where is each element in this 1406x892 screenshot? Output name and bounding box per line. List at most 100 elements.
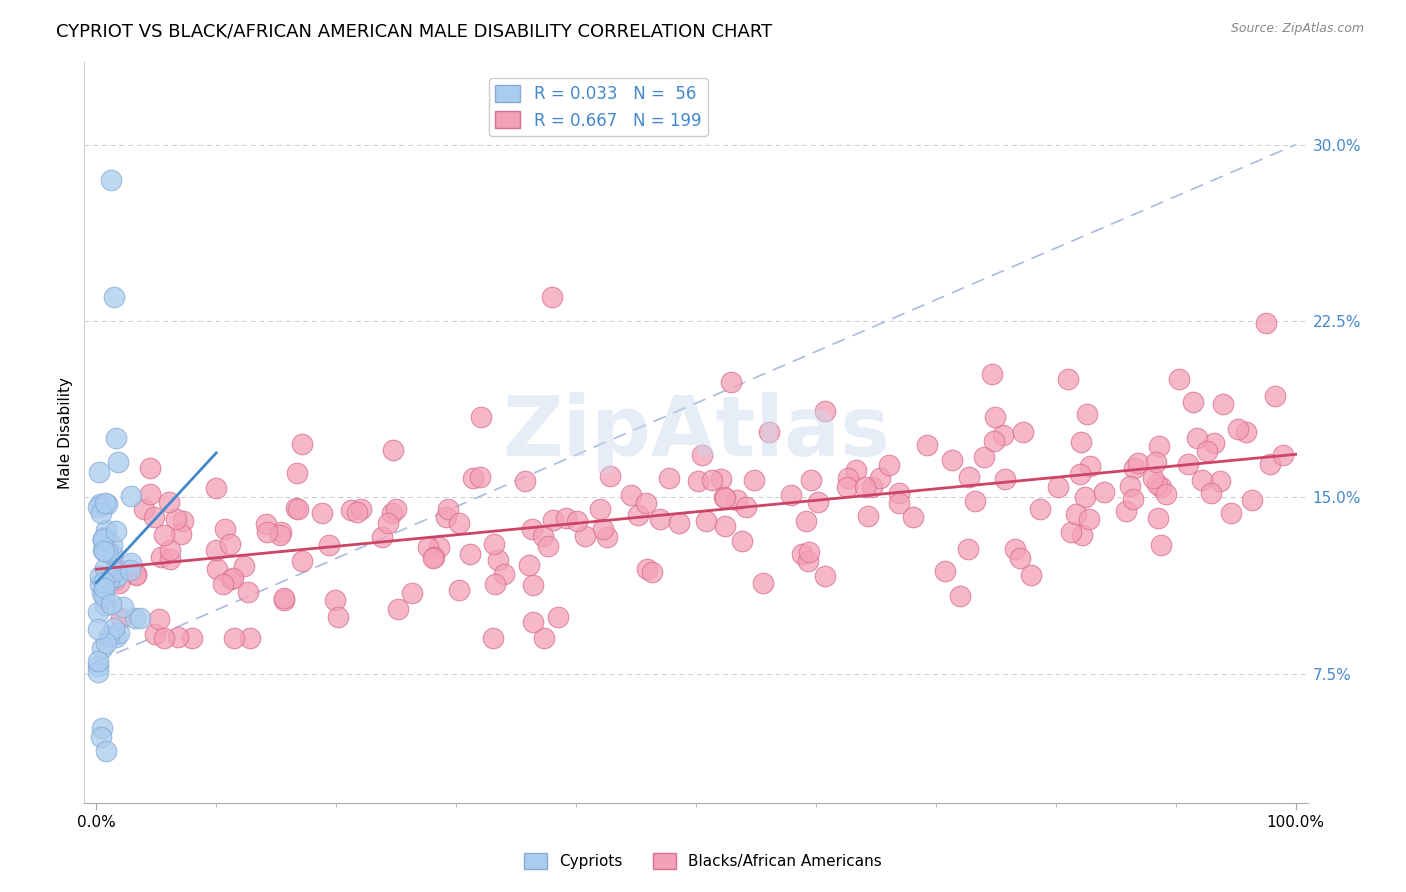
- Point: [1021, 568, 1043, 582]
- Point: [1144, 455, 1167, 469]
- Legend: Cypriots, Blacks/African Americans: Cypriots, Blacks/African Americans: [517, 847, 889, 875]
- Point: [714, 519, 737, 533]
- Point: [124, 567, 146, 582]
- Point: [1271, 449, 1294, 463]
- Point: [291, 437, 314, 451]
- Point: [690, 448, 713, 462]
- Point: [807, 495, 830, 509]
- Point: [853, 480, 876, 494]
- Point: [91, 721, 114, 735]
- Point: [657, 471, 679, 485]
- Point: [533, 632, 555, 646]
- Point: [97, 573, 120, 587]
- Point: [153, 632, 176, 646]
- Point: [350, 502, 373, 516]
- Point: [107, 562, 129, 576]
- Point: [93, 581, 115, 595]
- Point: [1128, 456, 1150, 470]
- Point: [860, 480, 883, 494]
- Point: [903, 509, 925, 524]
- Point: [522, 578, 544, 592]
- Point: [449, 582, 471, 597]
- Point: [165, 512, 187, 526]
- Point: [120, 556, 142, 570]
- Point: [205, 481, 228, 495]
- Point: [416, 541, 439, 555]
- Point: [1258, 457, 1281, 471]
- Point: [1264, 389, 1286, 403]
- Point: [381, 507, 404, 521]
- Point: [1209, 474, 1232, 488]
- Point: [1070, 527, 1092, 541]
- Point: [287, 501, 309, 516]
- Point: [181, 632, 204, 646]
- Point: [222, 632, 245, 646]
- Point: [437, 501, 460, 516]
- Point: [96, 545, 118, 559]
- Point: [104, 574, 127, 588]
- Point: [1212, 397, 1234, 411]
- Point: [270, 525, 292, 540]
- Point: [1227, 422, 1250, 436]
- Point: [879, 458, 901, 473]
- Point: [797, 545, 820, 559]
- Point: [107, 455, 129, 469]
- Point: [1241, 493, 1264, 508]
- Point: [1181, 395, 1204, 409]
- Point: [845, 463, 868, 477]
- Point: [486, 553, 509, 567]
- Point: [752, 576, 775, 591]
- Point: [120, 489, 142, 503]
- Point: [1073, 490, 1095, 504]
- Point: [94, 599, 117, 613]
- Point: [86, 622, 108, 636]
- Point: [463, 471, 485, 485]
- Point: [107, 576, 129, 591]
- Point: [537, 539, 560, 553]
- Y-axis label: Male Disability: Male Disability: [58, 376, 73, 489]
- Point: [256, 517, 278, 532]
- Point: [700, 473, 723, 487]
- Point: [212, 577, 235, 591]
- Point: [688, 474, 710, 488]
- Point: [627, 508, 650, 523]
- Point: [735, 500, 758, 515]
- Point: [1191, 473, 1213, 487]
- Point: [1142, 471, 1164, 485]
- Point: [957, 470, 980, 484]
- Point: [1029, 501, 1052, 516]
- Point: [108, 626, 131, 640]
- Point: [468, 470, 491, 484]
- Point: [1256, 316, 1278, 330]
- Point: [963, 494, 986, 508]
- Point: [96, 497, 118, 511]
- Point: [157, 495, 180, 509]
- Point: [1177, 458, 1199, 472]
- Point: [640, 566, 662, 580]
- Point: [167, 630, 190, 644]
- Point: [94, 530, 117, 544]
- Point: [100, 537, 122, 551]
- Point: [713, 491, 735, 506]
- Point: [143, 627, 166, 641]
- Point: [311, 506, 333, 520]
- Point: [725, 493, 748, 508]
- Point: [105, 630, 128, 644]
- Point: [269, 528, 291, 542]
- Point: [837, 471, 859, 485]
- Point: [1004, 542, 1026, 557]
- Point: [887, 496, 910, 510]
- Point: [427, 540, 450, 554]
- Point: [650, 512, 672, 526]
- Point: [149, 549, 172, 564]
- Point: [620, 487, 643, 501]
- Point: [100, 173, 122, 187]
- Point: [328, 610, 350, 624]
- Point: [779, 488, 801, 502]
- Point: [94, 636, 117, 650]
- Point: [758, 425, 780, 439]
- Point: [273, 591, 295, 605]
- Point: [522, 615, 544, 629]
- Point: [1070, 435, 1092, 450]
- Point: [574, 529, 596, 543]
